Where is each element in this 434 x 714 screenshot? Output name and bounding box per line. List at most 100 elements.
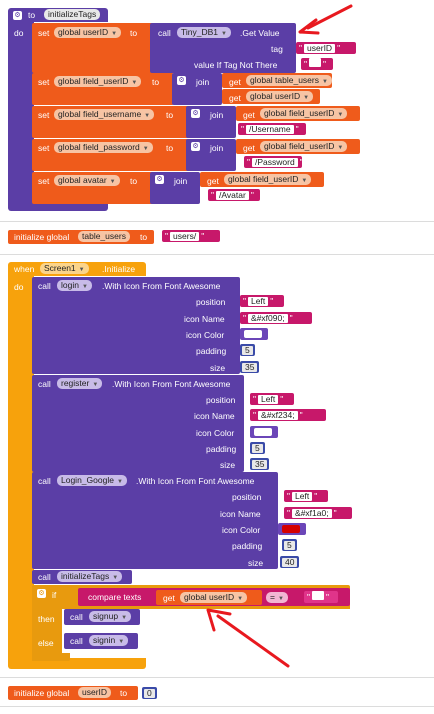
chevron-down-icon: ▼ — [111, 31, 118, 37]
icon-color-label: icon Color — [222, 525, 261, 535]
chevron-down-icon: ▼ — [131, 80, 138, 86]
to-label: to — [152, 77, 160, 87]
procedure-dropdown[interactable]: signin ▼ — [89, 635, 129, 646]
component-dropdown[interactable]: login ▼ — [57, 280, 92, 291]
if-label: if — [52, 590, 57, 600]
string-literal[interactable]: " Left " — [284, 490, 328, 502]
string-literal[interactable]: "/Password " — [244, 156, 303, 168]
icon-color-label: icon Color — [196, 428, 235, 438]
chevron-down-icon: ▼ — [142, 146, 149, 152]
gear-icon[interactable]: ⚙ — [177, 76, 186, 85]
component-dropdown[interactable]: Screen1 ▼ — [40, 263, 89, 274]
chevron-down-icon: ▼ — [322, 79, 328, 85]
gear-icon[interactable]: ⚙ — [191, 142, 200, 151]
compare-texts-label: compare texts — [88, 592, 142, 602]
operator-dropdown[interactable]: = ▼ — [266, 592, 288, 603]
chevron-down-icon: ▼ — [337, 145, 344, 151]
gear-icon[interactable]: ⚙ — [37, 589, 46, 598]
then-label: then — [38, 614, 55, 624]
var-name-field[interactable]: table_users — [78, 231, 130, 242]
to-label: to — [166, 143, 174, 153]
var-dropdown[interactable]: global table_users ▼ — [246, 75, 332, 86]
number-block[interactable]: 40 — [280, 556, 300, 568]
event-label: .Initialize — [102, 264, 136, 274]
string-literal[interactable]: " &#xf1a0; " — [284, 507, 352, 519]
var-dropdown[interactable]: global field_userID ▼ — [260, 108, 348, 119]
component-dropdown[interactable]: Tiny_DB1 ▼ — [177, 27, 231, 38]
gear-icon[interactable]: ⚙ — [191, 109, 200, 118]
number-block[interactable]: 35 — [250, 458, 270, 470]
method-label: .Get Value — [240, 28, 280, 38]
var-dropdown[interactable]: global field_userID ▼ — [224, 174, 312, 185]
proc-to-label: to — [28, 10, 36, 20]
color-swatch-white — [244, 330, 262, 338]
call-label: call — [158, 28, 171, 38]
string-literal[interactable]: " Left " — [240, 295, 284, 307]
chevron-down-icon: ▼ — [112, 575, 119, 581]
number-block[interactable]: 5 — [250, 442, 265, 454]
string-literal[interactable]: " users/" — [162, 230, 220, 242]
component-dropdown[interactable]: Login_Google ▼ — [57, 475, 127, 486]
procedure-dropdown[interactable]: signup ▼ — [89, 611, 132, 622]
empty-string[interactable]: " " — [301, 58, 333, 70]
string-literal[interactable]: "/Avatar " — [208, 189, 260, 201]
var-dropdown[interactable]: global userID ▼ — [246, 91, 314, 102]
value-if-tag-not-there-label: value If Tag Not There — [194, 60, 278, 70]
chevron-down-icon: ▼ — [81, 284, 88, 290]
number-block[interactable]: 0 — [142, 687, 157, 699]
var-dropdown[interactable]: global userID ▼ — [54, 27, 122, 38]
color-block[interactable] — [250, 426, 278, 438]
string-literal[interactable]: " Left " — [250, 393, 294, 405]
separator — [0, 706, 434, 707]
tag-string[interactable]: " userID " — [296, 42, 356, 54]
chevron-down-icon: ▼ — [144, 113, 151, 119]
string-literal[interactable]: " &#xf234; " — [250, 409, 326, 421]
chevron-down-icon: ▼ — [277, 596, 284, 602]
procedure-body-left — [8, 22, 34, 202]
join-label: join — [196, 77, 210, 87]
to-label: to — [120, 688, 128, 698]
init-global-label: initialize global — [14, 232, 70, 242]
chevron-down-icon: ▼ — [121, 615, 128, 621]
var-dropdown[interactable]: global field_userID ▼ — [260, 141, 348, 152]
separator — [0, 254, 434, 255]
color-block[interactable] — [240, 328, 268, 340]
number-block[interactable]: 5 — [240, 344, 255, 356]
number-block[interactable]: 5 — [282, 539, 297, 551]
var-dropdown[interactable]: global avatar ▼ — [54, 175, 120, 186]
gear-icon[interactable]: ⚙ — [155, 175, 164, 184]
var-dropdown[interactable]: global field_password ▼ — [54, 142, 153, 153]
icon-name-label: icon Name — [184, 314, 225, 324]
annotation-arrow-bottom — [206, 608, 290, 668]
var-name-field[interactable]: userID — [78, 687, 112, 698]
padding-label: padding — [196, 346, 227, 356]
annotation-arrow-top — [298, 4, 353, 35]
procedure-dropdown[interactable]: initializeTags ▼ — [57, 571, 123, 582]
padding-label: padding — [206, 444, 237, 454]
number-block[interactable]: 35 — [240, 361, 260, 373]
empty-string[interactable]: " " — [304, 591, 338, 603]
chevron-down-icon: ▼ — [301, 178, 308, 184]
call-register-block[interactable] — [32, 375, 244, 472]
set-label: set — [38, 28, 50, 38]
icon-name-label: icon Name — [220, 509, 261, 519]
var-dropdown[interactable]: global field_username ▼ — [54, 109, 155, 120]
string-literal[interactable]: " &#xf090; " — [240, 312, 312, 324]
var-dropdown[interactable]: global field_userID ▼ — [54, 76, 142, 87]
call-login-google-block[interactable] — [32, 472, 278, 569]
color-block[interactable] — [278, 523, 306, 535]
get-label: get — [243, 143, 255, 153]
var-dropdown[interactable]: global userID ▼ — [180, 592, 248, 603]
set-label: set — [38, 77, 50, 87]
proc-name-field[interactable]: initializeTags — [44, 9, 101, 20]
gear-icon[interactable]: ⚙ — [13, 11, 22, 20]
procedure-footer — [8, 200, 108, 211]
size-label: size — [220, 460, 236, 470]
call-login-block[interactable] — [32, 277, 240, 374]
string-literal[interactable]: "/Username " — [238, 123, 306, 135]
component-dropdown[interactable]: register ▼ — [57, 378, 103, 389]
when-label: when — [14, 264, 35, 274]
get-label: get — [229, 77, 241, 87]
chevron-down-icon: ▼ — [337, 112, 344, 118]
